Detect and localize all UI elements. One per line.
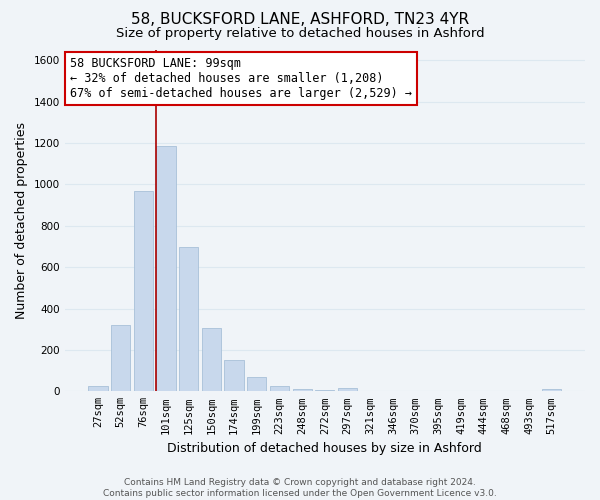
Bar <box>157 146 176 392</box>
Text: 58 BUCKSFORD LANE: 99sqm
← 32% of detached houses are smaller (1,208)
67% of sem: 58 BUCKSFORD LANE: 99sqm ← 32% of detach… <box>70 57 412 100</box>
Bar <box>247 377 266 392</box>
Bar <box>315 390 334 392</box>
Y-axis label: Number of detached properties: Number of detached properties <box>15 122 28 319</box>
X-axis label: Distribution of detached houses by size in Ashford: Distribution of detached houses by size … <box>167 442 482 455</box>
Bar <box>361 390 380 392</box>
Bar <box>202 328 221 392</box>
Bar <box>88 386 107 392</box>
Bar <box>293 389 312 392</box>
Bar <box>542 389 562 392</box>
Bar <box>179 246 199 392</box>
Text: Size of property relative to detached houses in Ashford: Size of property relative to detached ho… <box>116 28 484 40</box>
Bar <box>111 325 130 392</box>
Bar <box>224 360 244 392</box>
Text: Contains HM Land Registry data © Crown copyright and database right 2024.
Contai: Contains HM Land Registry data © Crown c… <box>103 478 497 498</box>
Bar <box>134 190 153 392</box>
Bar <box>270 386 289 392</box>
Text: 58, BUCKSFORD LANE, ASHFORD, TN23 4YR: 58, BUCKSFORD LANE, ASHFORD, TN23 4YR <box>131 12 469 28</box>
Bar <box>338 388 357 392</box>
